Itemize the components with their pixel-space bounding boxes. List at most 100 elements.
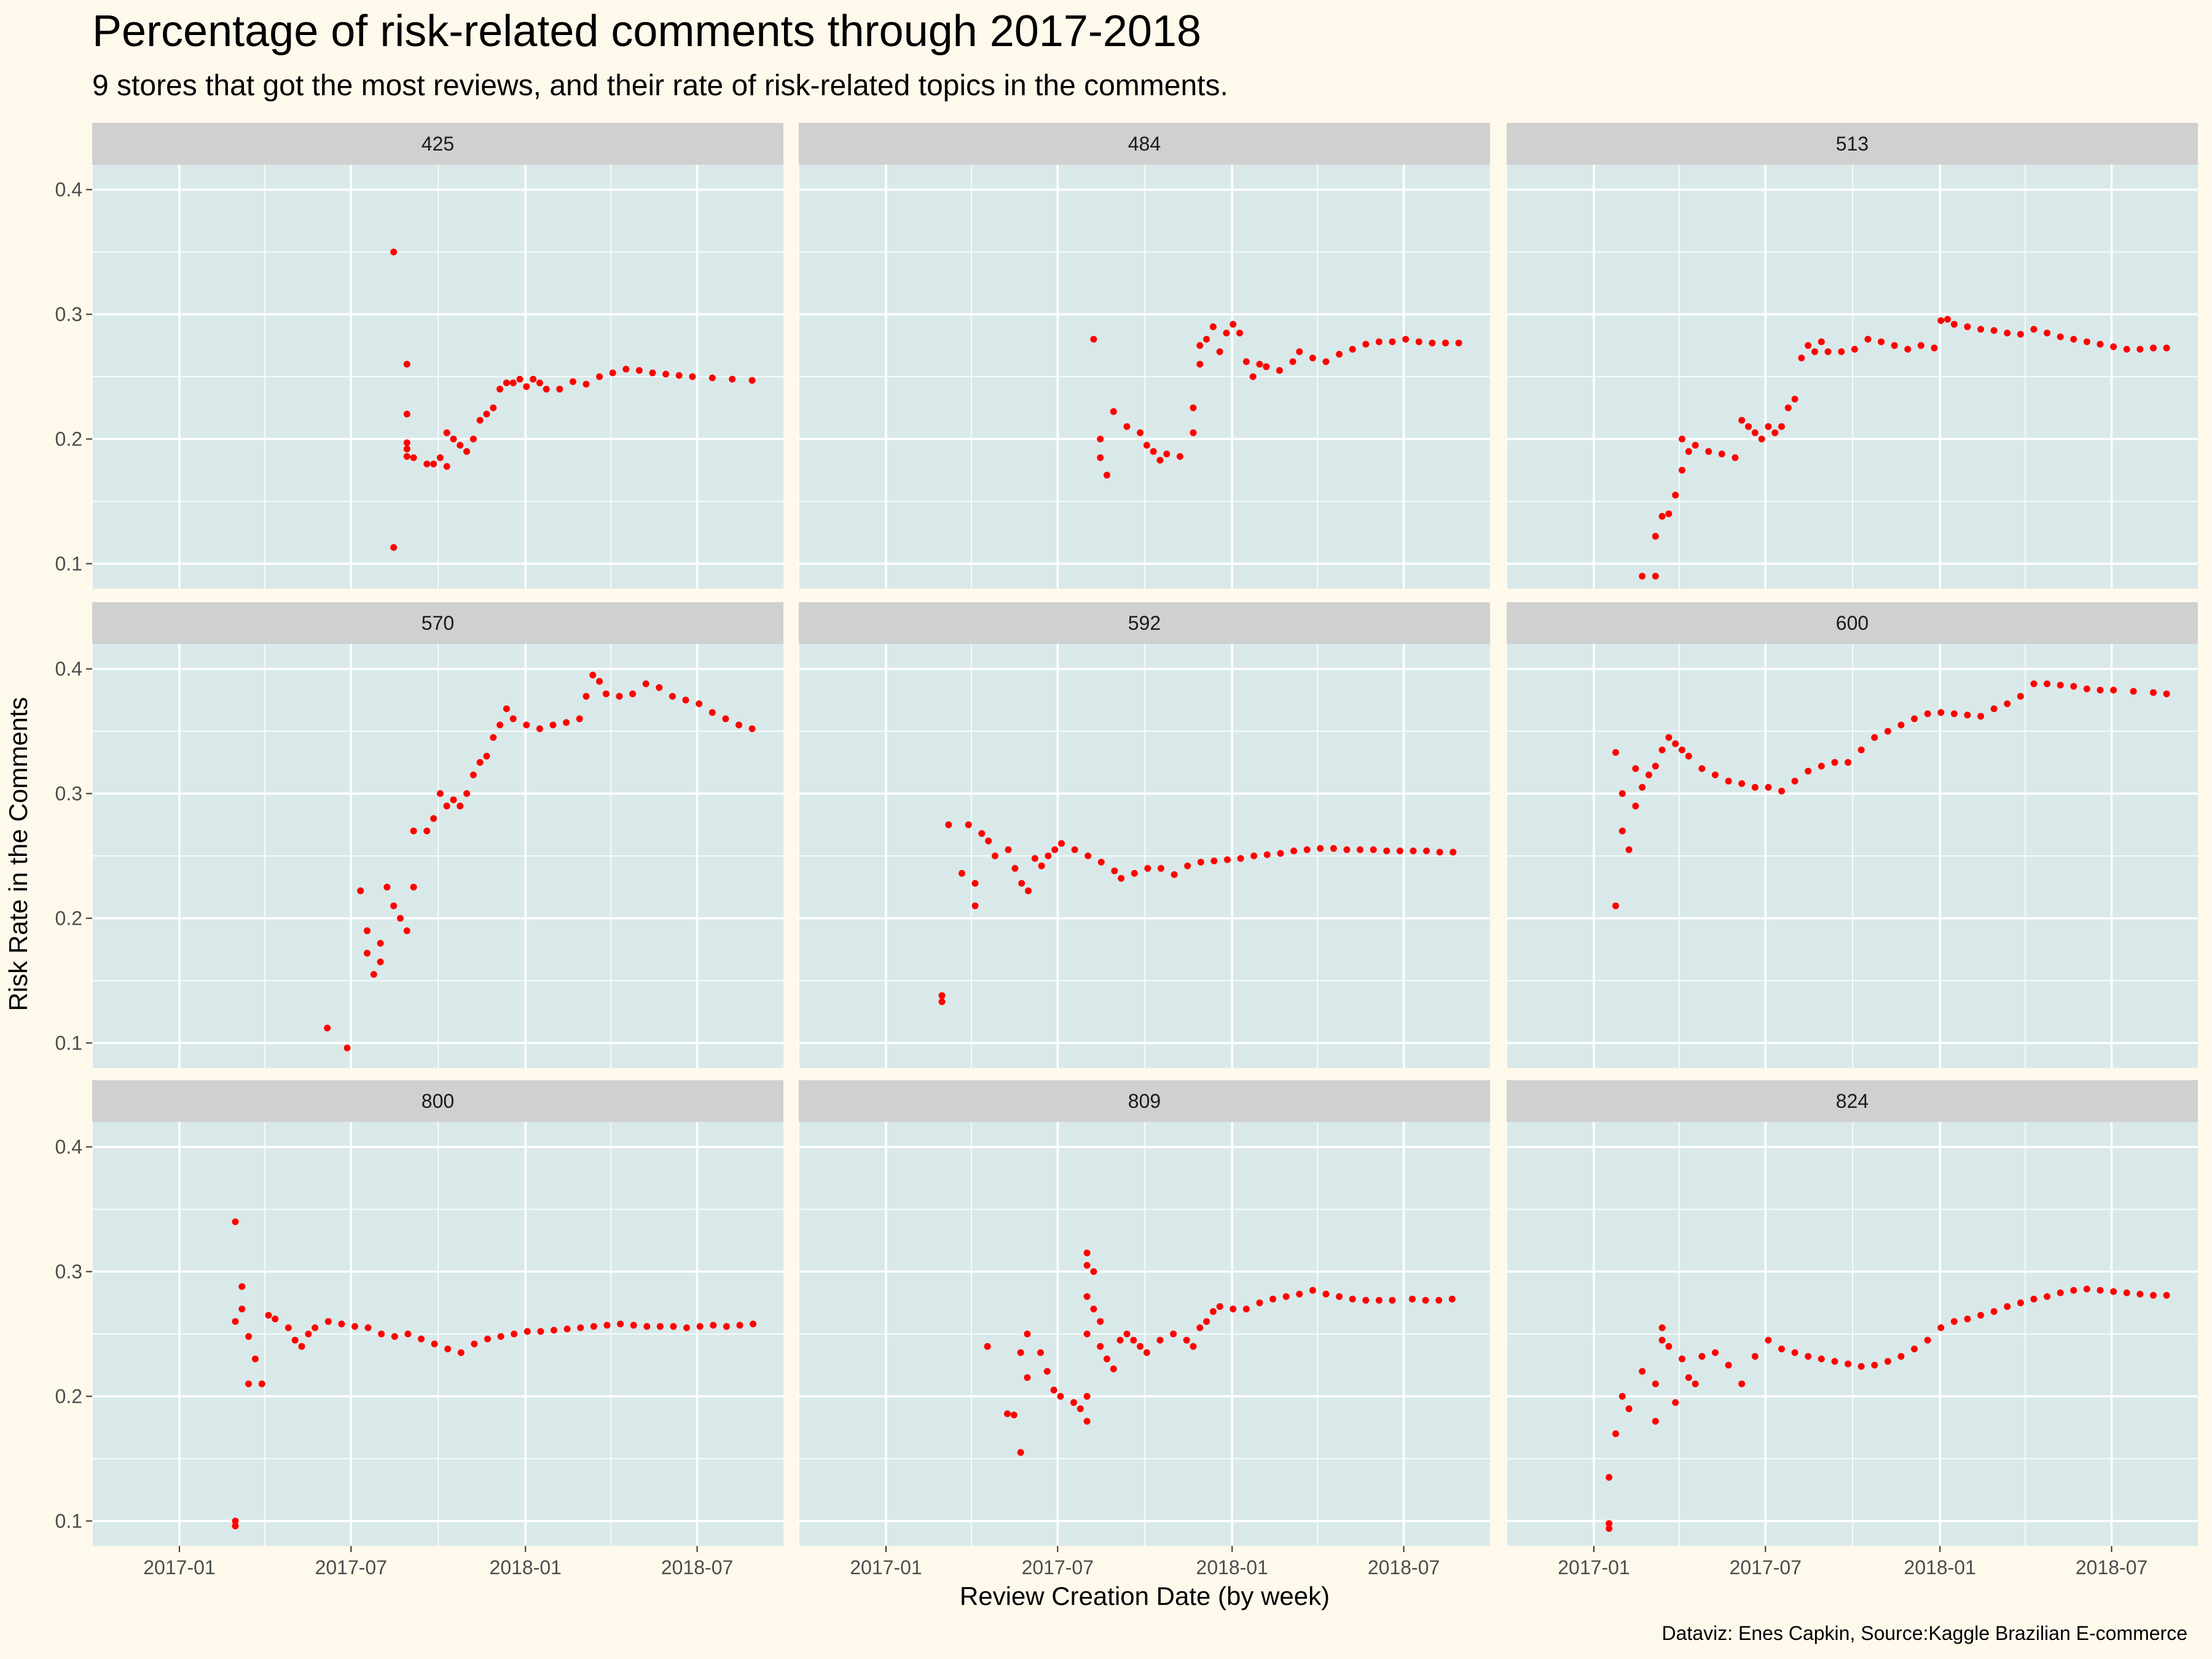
data-point: [984, 1343, 991, 1350]
data-point: [2110, 1288, 2117, 1295]
data-point: [1990, 1308, 1998, 1315]
data-point: [1639, 1368, 1646, 1375]
data-point: [1429, 339, 1436, 347]
data-point: [1692, 1380, 1699, 1387]
data-point: [1964, 712, 1971, 719]
facet-strip: [799, 1080, 1490, 1122]
data-point: [736, 1322, 743, 1329]
data-point: [722, 715, 729, 723]
data-point: [2110, 686, 2117, 694]
data-point: [1738, 780, 1746, 787]
data-point: [1110, 1365, 1117, 1373]
data-point: [945, 821, 952, 828]
data-point: [971, 902, 979, 909]
x-tick-label: 2018-01: [490, 1556, 562, 1579]
data-point: [1851, 345, 1858, 353]
data-point: [1612, 749, 1619, 756]
data-point: [577, 1324, 584, 1332]
data-point: [1692, 442, 1699, 449]
data-point: [232, 1517, 239, 1524]
data-point: [1937, 1324, 1945, 1332]
facet-strip: [92, 602, 783, 644]
data-point: [1618, 790, 1626, 797]
data-point: [965, 821, 972, 828]
data-point: [603, 1322, 611, 1329]
facet-strip: [1507, 602, 2198, 644]
data-point: [1330, 845, 1337, 852]
data-point: [2017, 1299, 2024, 1306]
data-point: [675, 372, 683, 379]
data-point: [2004, 329, 2011, 337]
data-point: [537, 1328, 544, 1335]
data-point: [590, 1323, 597, 1330]
data-point: [378, 1330, 385, 1338]
data-point: [390, 544, 398, 551]
data-point: [364, 1324, 372, 1332]
data-point: [523, 721, 530, 729]
y-tick-label: 0.2: [55, 907, 82, 929]
facet-label: 600: [1836, 612, 1869, 634]
data-point: [1944, 316, 1951, 323]
data-point: [1317, 845, 1324, 852]
data-point: [1203, 1318, 1210, 1325]
data-point: [457, 1349, 465, 1356]
data-point: [1718, 450, 1725, 458]
data-point: [450, 436, 457, 442]
data-point: [471, 1340, 478, 1347]
data-point: [1050, 1386, 1057, 1394]
data-point: [1884, 728, 1891, 735]
data-point: [642, 680, 649, 688]
data-point: [1665, 1343, 1673, 1350]
data-point: [1402, 335, 1410, 343]
data-point: [1097, 1343, 1104, 1350]
data-point: [305, 1330, 312, 1338]
data-point: [1131, 869, 1138, 877]
data-point: [391, 1333, 398, 1340]
facet-label: 570: [422, 612, 454, 634]
data-point: [410, 454, 417, 461]
data-point: [589, 672, 597, 679]
data-point: [272, 1316, 279, 1323]
data-point: [1751, 429, 1759, 436]
data-point: [1811, 348, 1818, 355]
data-point: [1343, 846, 1351, 853]
data-point: [1025, 887, 1032, 895]
data-point: [1652, 1380, 1659, 1387]
data-point: [1765, 783, 1772, 791]
data-point: [1123, 423, 1131, 430]
data-point: [1090, 1268, 1097, 1275]
data-point: [503, 705, 510, 712]
data-point: [2004, 700, 2011, 707]
data-point: [1216, 348, 1223, 355]
data-point: [312, 1324, 319, 1332]
data-point: [1685, 753, 1692, 760]
data-point: [656, 1323, 664, 1330]
data-point: [1705, 448, 1712, 455]
data-point: [1216, 1303, 1223, 1310]
facet-strip: [1507, 1080, 2198, 1122]
data-point: [457, 802, 464, 810]
data-point: [596, 678, 603, 685]
data-point: [410, 827, 417, 834]
x-axis-title: Review Creation Date (by week): [960, 1582, 1330, 1610]
data-point: [1831, 759, 1838, 766]
data-point: [1632, 802, 1639, 810]
data-point: [483, 410, 490, 418]
data-point: [1230, 1305, 1237, 1312]
data-point: [232, 1218, 239, 1225]
data-point: [324, 1318, 332, 1325]
data-point: [1156, 457, 1164, 464]
data-point: [1738, 417, 1746, 424]
data-point: [383, 884, 391, 891]
data-point: [2136, 345, 2144, 353]
data-point: [708, 374, 716, 382]
data-point: [1083, 1293, 1091, 1300]
data-point: [245, 1380, 253, 1387]
data-point: [1672, 492, 1679, 499]
data-point: [1196, 361, 1204, 368]
data-point: [1448, 1295, 1456, 1303]
data-point: [2057, 1289, 2064, 1296]
data-point: [1190, 404, 1197, 412]
data-point: [444, 1345, 452, 1352]
data-point: [1322, 1290, 1330, 1298]
